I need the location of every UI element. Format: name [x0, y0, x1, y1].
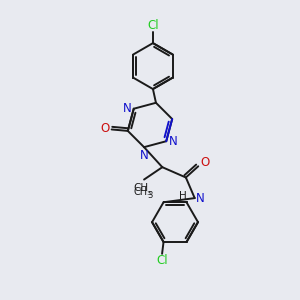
Text: N: N [196, 192, 205, 205]
Text: O: O [100, 122, 110, 135]
Text: O: O [200, 156, 209, 169]
Text: Cl: Cl [147, 19, 159, 32]
Text: H: H [179, 191, 187, 201]
Text: N: N [140, 149, 149, 162]
Text: N: N [169, 135, 177, 148]
Text: CH₃: CH₃ [134, 187, 152, 197]
Text: CH: CH [133, 183, 148, 193]
Text: N: N [123, 102, 131, 115]
Text: 3: 3 [147, 191, 152, 200]
Text: Cl: Cl [156, 254, 168, 267]
